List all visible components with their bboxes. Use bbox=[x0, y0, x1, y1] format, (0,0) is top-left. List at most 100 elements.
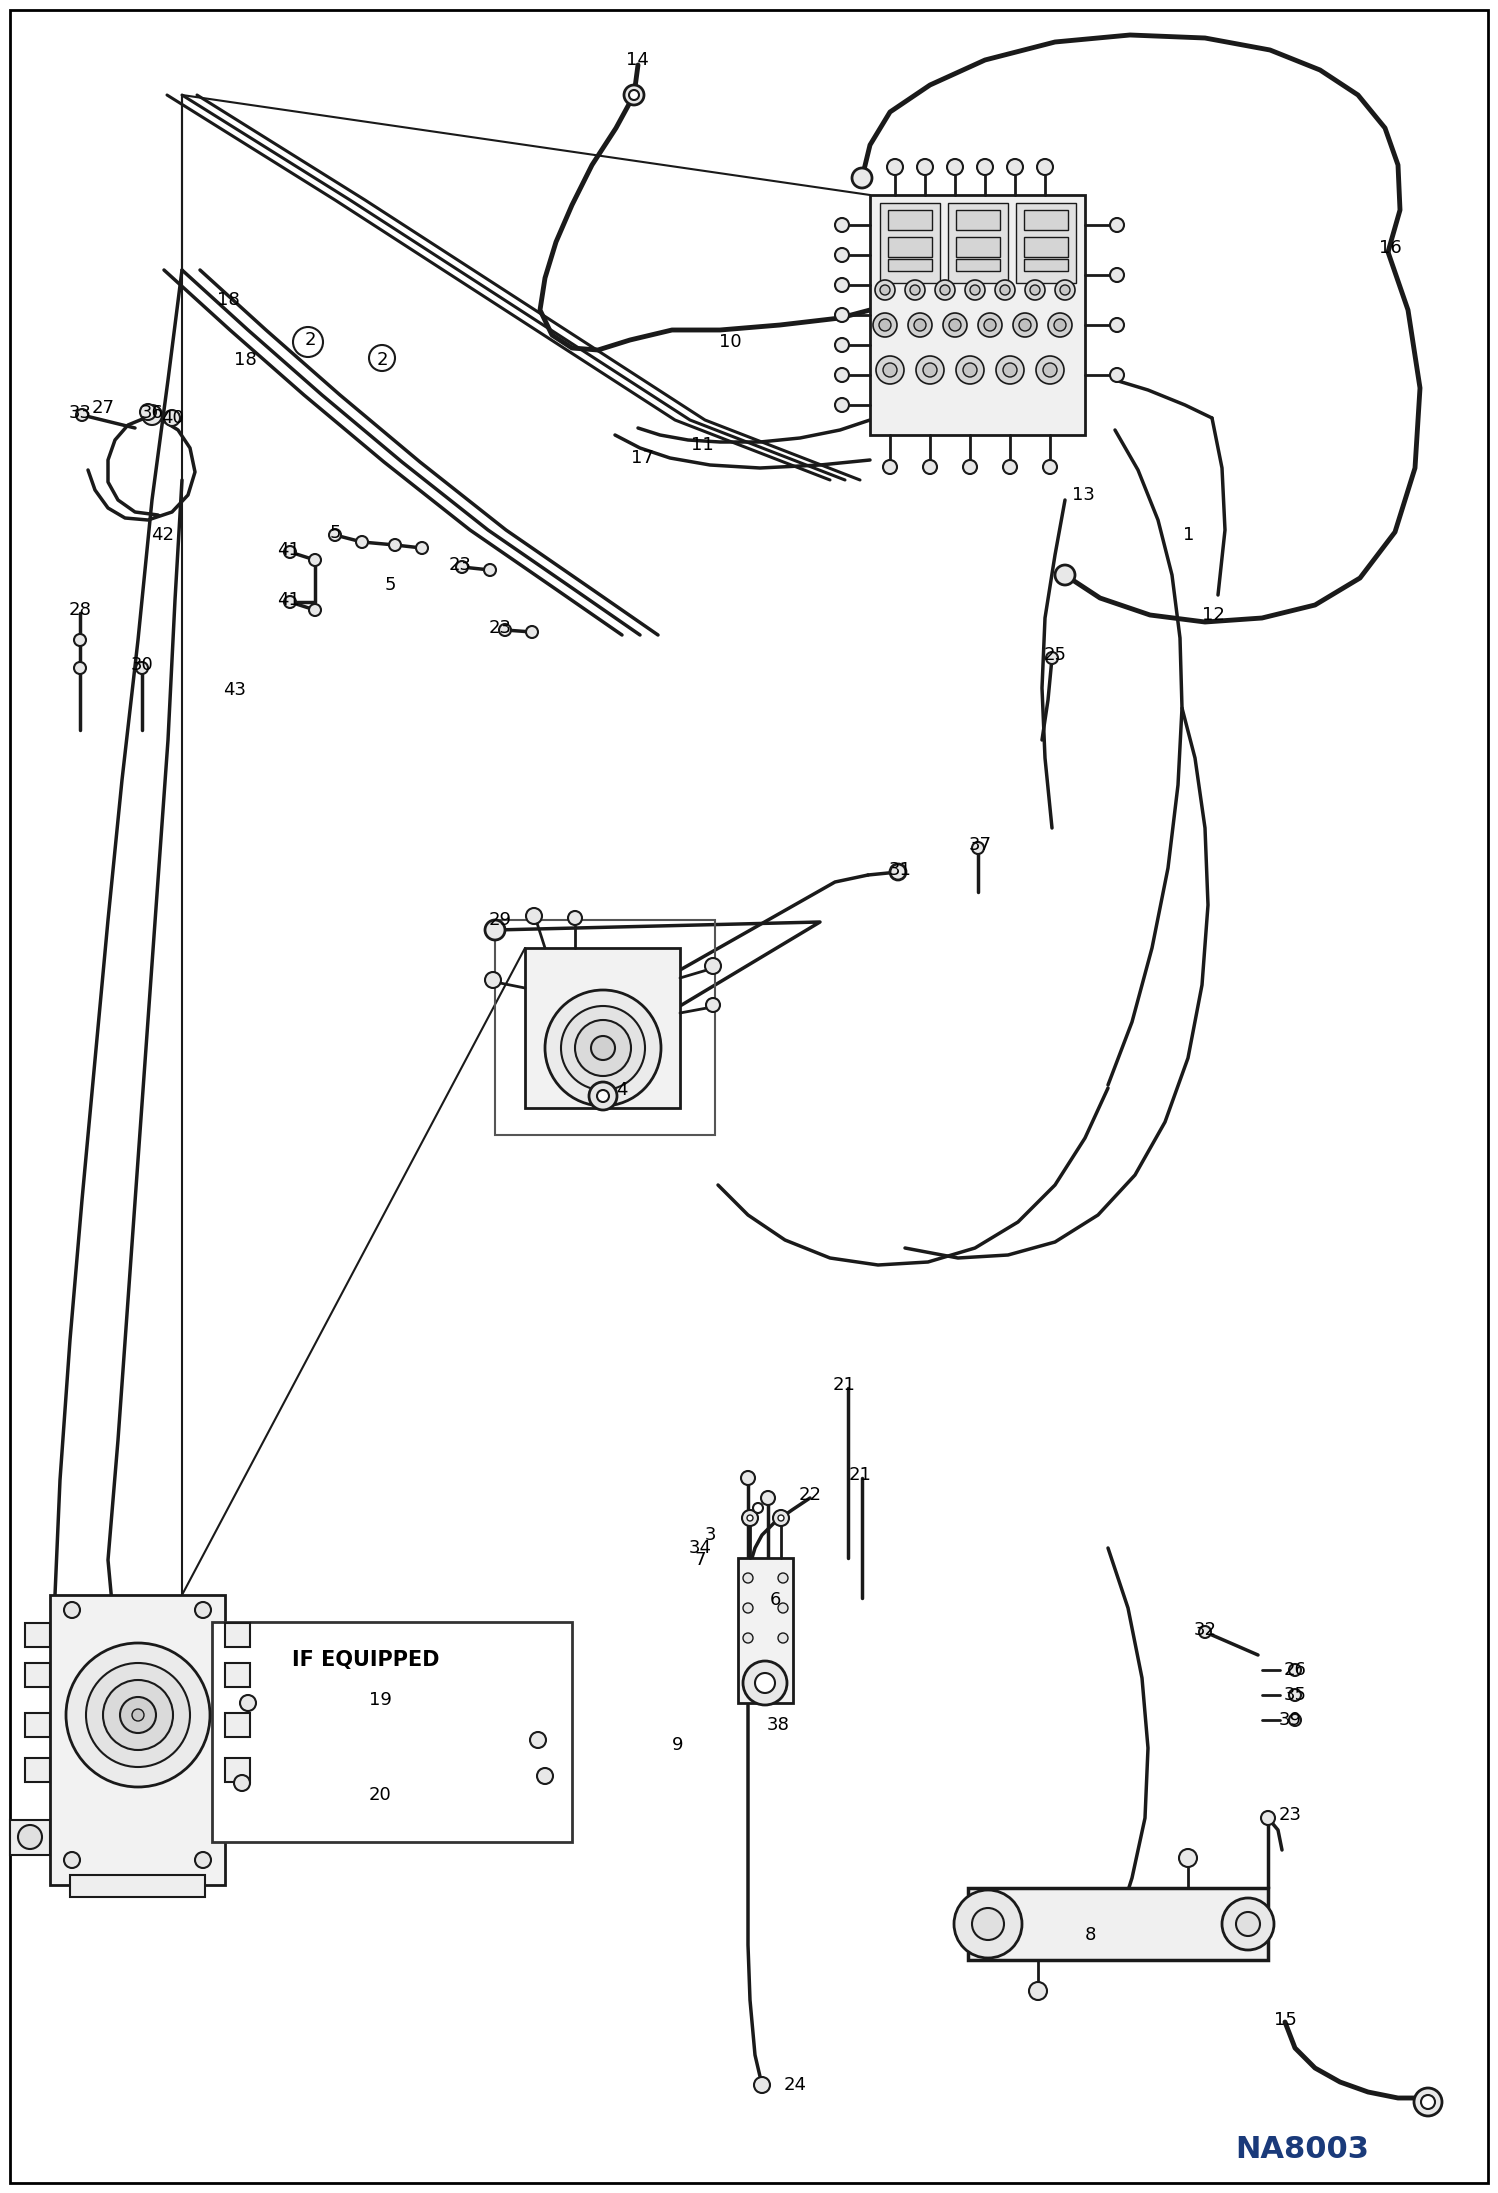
Bar bbox=[1025, 211, 1068, 230]
Circle shape bbox=[972, 842, 984, 853]
Circle shape bbox=[890, 864, 906, 879]
Text: IF EQUIPPED: IF EQUIPPED bbox=[292, 1649, 439, 1671]
Circle shape bbox=[879, 318, 891, 331]
Circle shape bbox=[876, 355, 903, 384]
Text: 23: 23 bbox=[488, 618, 511, 636]
Circle shape bbox=[103, 1680, 172, 1750]
Text: 20: 20 bbox=[369, 1785, 391, 1805]
Circle shape bbox=[777, 1515, 783, 1522]
Circle shape bbox=[1055, 318, 1067, 331]
Text: 21: 21 bbox=[848, 1465, 872, 1485]
Circle shape bbox=[914, 318, 926, 331]
Circle shape bbox=[834, 248, 849, 261]
Circle shape bbox=[1110, 268, 1124, 283]
Text: 12: 12 bbox=[1201, 605, 1224, 625]
Text: 37: 37 bbox=[969, 836, 992, 853]
Circle shape bbox=[882, 364, 897, 377]
Circle shape bbox=[240, 1695, 256, 1711]
Circle shape bbox=[485, 921, 505, 941]
Circle shape bbox=[753, 2077, 770, 2092]
Circle shape bbox=[954, 1890, 1022, 1958]
Text: 5: 5 bbox=[385, 577, 395, 594]
Bar bbox=[70, 1875, 205, 1897]
Circle shape bbox=[1179, 1849, 1197, 1866]
Circle shape bbox=[526, 625, 538, 638]
Circle shape bbox=[944, 314, 968, 338]
Bar bbox=[739, 1557, 792, 1704]
Circle shape bbox=[1288, 1689, 1300, 1702]
Circle shape bbox=[1037, 160, 1053, 175]
Bar bbox=[956, 237, 1001, 257]
Circle shape bbox=[1288, 1664, 1300, 1675]
Circle shape bbox=[1004, 364, 1017, 377]
Circle shape bbox=[923, 461, 938, 474]
Bar bbox=[494, 921, 715, 1136]
Text: 28: 28 bbox=[69, 601, 91, 618]
Circle shape bbox=[1055, 281, 1076, 300]
Circle shape bbox=[755, 1673, 774, 1693]
Circle shape bbox=[947, 160, 963, 175]
Text: 10: 10 bbox=[719, 333, 742, 351]
Circle shape bbox=[743, 1634, 753, 1643]
Circle shape bbox=[971, 285, 980, 296]
Circle shape bbox=[1110, 318, 1124, 331]
Text: 14: 14 bbox=[626, 50, 649, 68]
Text: 17: 17 bbox=[631, 450, 653, 467]
Circle shape bbox=[85, 1662, 190, 1768]
Bar bbox=[225, 1759, 250, 1783]
Circle shape bbox=[195, 1853, 211, 1868]
Text: 13: 13 bbox=[1071, 487, 1095, 504]
Bar bbox=[956, 259, 1001, 272]
Text: 41: 41 bbox=[277, 590, 300, 610]
Circle shape bbox=[941, 285, 950, 296]
Text: 39: 39 bbox=[1278, 1711, 1302, 1728]
Circle shape bbox=[64, 1853, 79, 1868]
Text: 38: 38 bbox=[767, 1715, 789, 1735]
Circle shape bbox=[879, 285, 890, 296]
Circle shape bbox=[743, 1572, 753, 1583]
Circle shape bbox=[136, 662, 148, 673]
Bar bbox=[225, 1713, 250, 1737]
Text: 25: 25 bbox=[1044, 647, 1067, 664]
Bar bbox=[888, 237, 932, 257]
Circle shape bbox=[908, 314, 932, 338]
Circle shape bbox=[625, 86, 644, 105]
Circle shape bbox=[1110, 368, 1124, 382]
Bar bbox=[25, 1713, 49, 1737]
Circle shape bbox=[909, 285, 920, 296]
Circle shape bbox=[568, 910, 583, 925]
Circle shape bbox=[743, 1603, 753, 1614]
Text: 18: 18 bbox=[234, 351, 256, 368]
Circle shape bbox=[357, 535, 369, 548]
Text: 4: 4 bbox=[616, 1081, 628, 1099]
Circle shape bbox=[142, 406, 162, 425]
Circle shape bbox=[753, 1502, 762, 1513]
Bar bbox=[10, 1820, 49, 1855]
Bar bbox=[225, 1662, 250, 1686]
Bar bbox=[25, 1662, 49, 1686]
Text: 33: 33 bbox=[69, 404, 91, 421]
Circle shape bbox=[1055, 566, 1076, 586]
Circle shape bbox=[706, 998, 721, 1011]
Circle shape bbox=[978, 314, 1002, 338]
Text: 8: 8 bbox=[1085, 1925, 1095, 1943]
Circle shape bbox=[995, 281, 1016, 300]
Circle shape bbox=[1261, 1811, 1275, 1825]
Circle shape bbox=[1004, 461, 1017, 474]
Circle shape bbox=[389, 539, 401, 550]
Text: 26: 26 bbox=[1284, 1660, 1306, 1680]
Circle shape bbox=[963, 461, 977, 474]
Circle shape bbox=[834, 397, 849, 412]
Circle shape bbox=[963, 364, 977, 377]
Text: 16: 16 bbox=[1378, 239, 1401, 257]
Text: 42: 42 bbox=[151, 526, 174, 544]
Text: 7: 7 bbox=[694, 1550, 706, 1568]
Circle shape bbox=[629, 90, 640, 101]
Circle shape bbox=[984, 318, 996, 331]
Circle shape bbox=[1049, 314, 1073, 338]
Text: 9: 9 bbox=[673, 1737, 683, 1754]
Text: 34: 34 bbox=[689, 1539, 712, 1557]
Text: 3: 3 bbox=[704, 1526, 716, 1544]
Bar bbox=[25, 1623, 49, 1647]
Circle shape bbox=[1061, 285, 1070, 296]
